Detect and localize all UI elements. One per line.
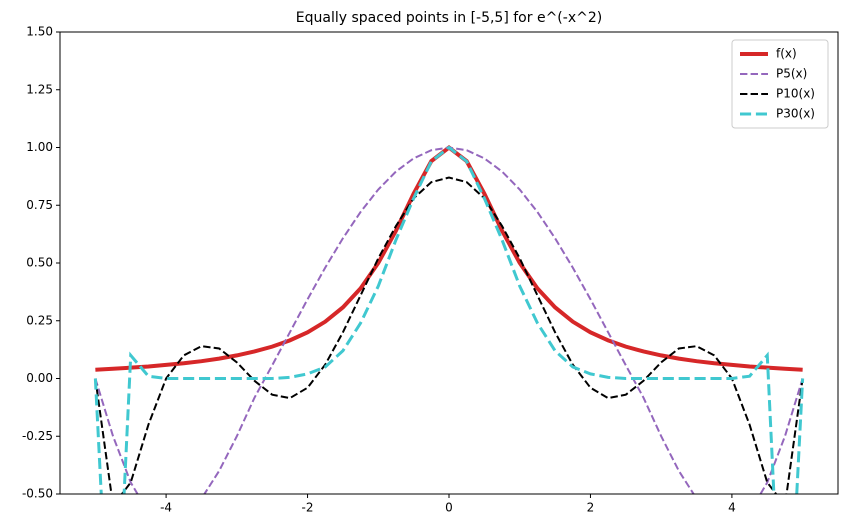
x-tick-label: 0: [445, 501, 453, 515]
y-tick-label: 0.50: [26, 256, 53, 270]
series-line: [95, 144, 803, 372]
legend-label: P30(x): [776, 107, 815, 121]
y-tick-label: -0.50: [22, 487, 53, 501]
plot-frame: [59, 31, 839, 495]
series-line: [94, 146, 804, 494]
x-tick-label: 4: [728, 501, 736, 515]
x-tick-label: 2: [587, 501, 595, 515]
y-tick-label: -0.25: [22, 429, 53, 443]
legend-box: [731, 39, 829, 129]
legend-label: f(x): [776, 47, 797, 61]
y-tick-label: 1.00: [26, 140, 53, 154]
y-tick-label: 0.25: [26, 313, 53, 327]
chart-title: Equally spaced points in [-5,5] for e^(-…: [296, 10, 602, 26]
x-tick-label: -2: [302, 501, 314, 515]
y-tick-label: 0.00: [26, 371, 53, 385]
legend-label: P10(x): [776, 87, 815, 101]
x-tick-label: -4: [160, 501, 172, 515]
y-tick-label: 1.25: [26, 82, 53, 96]
series-line: [93, 145, 805, 494]
y-tick-label: 1.50: [26, 25, 53, 39]
y-tick-label: 0.75: [26, 198, 53, 212]
legend-label: P5(x): [776, 67, 807, 81]
plot-lines: [93, 144, 805, 494]
series-line: [94, 176, 804, 494]
